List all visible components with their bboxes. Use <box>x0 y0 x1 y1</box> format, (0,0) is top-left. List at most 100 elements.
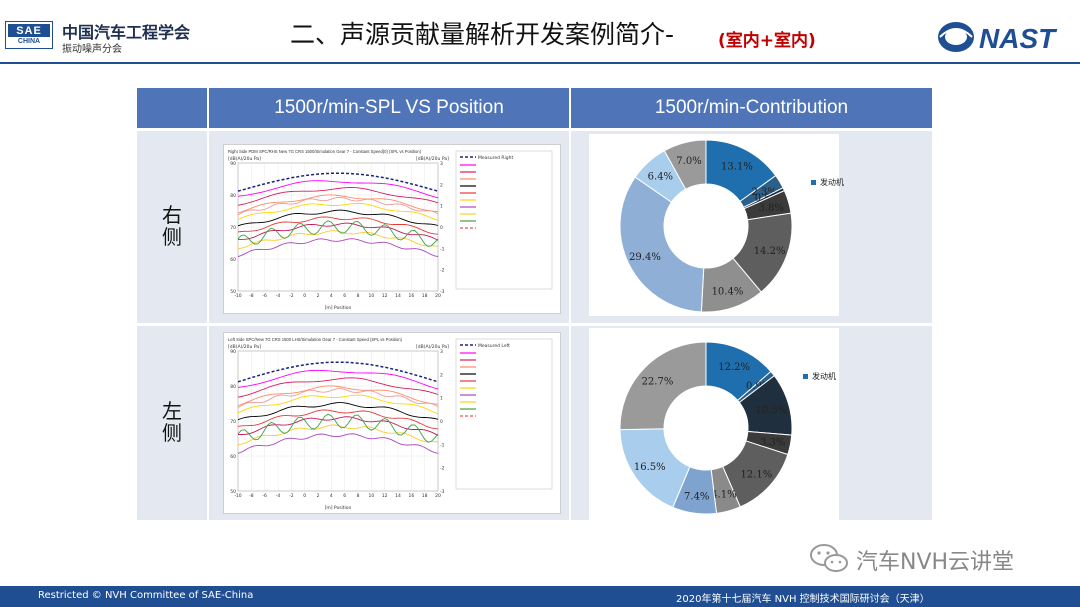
spl-curve <box>237 194 439 214</box>
y2-tick-label: 3 <box>440 349 443 355</box>
donut-slice-label: 10.4% <box>712 287 744 298</box>
legend-label-measured: Measured Left <box>478 343 510 349</box>
y-tick-label: 80 <box>230 384 236 390</box>
legend-swatch <box>803 374 808 379</box>
spl-curve <box>237 433 439 454</box>
spl-curve <box>237 202 439 221</box>
y2-tick-label: 0 <box>440 419 443 425</box>
donut-slice <box>663 139 707 190</box>
x-tick-label: 14 <box>395 493 401 499</box>
y2-tick-label: -3 <box>440 489 445 495</box>
spl-curve <box>237 196 439 216</box>
donut-slice-label: 3.3% <box>760 437 785 448</box>
legend-swatch <box>811 180 816 185</box>
donut-slice-label: 7.4% <box>684 491 709 502</box>
donut-slice-label: 6.4% <box>648 172 673 183</box>
donut-slice-label: 29.4% <box>629 252 661 263</box>
y2-tick-label: 0 <box>440 225 443 231</box>
x-tick-label: 0 <box>303 293 306 299</box>
x-tick-label: 18 <box>422 293 428 299</box>
legend-label-measured: Measured Right <box>478 155 513 161</box>
plot-title: Left Side SPC/New 7G CRS 1500 LHS/Simula… <box>228 337 403 342</box>
row-divider <box>137 128 932 131</box>
spl-curve <box>237 238 439 258</box>
spl-curve <box>237 409 439 430</box>
x-tick-label: 10 <box>368 293 374 299</box>
spl-curve <box>237 230 439 249</box>
y2-tick-label: 2 <box>440 182 443 188</box>
header-cell-spl-vs-position: 1500r/min-SPL VS Position <box>209 88 569 128</box>
x-axis-label: [m] Position <box>325 505 352 511</box>
donut-legend-right: 发动机 <box>811 177 844 188</box>
spl-position-plot-left: Left Side SPC/New 7G CRS 1500 LHS/Simula… <box>223 332 561 514</box>
y2-tick-label: 3 <box>440 161 443 167</box>
donut-slice-label: 14.2% <box>754 246 786 257</box>
spl-curve <box>237 180 439 199</box>
spl-curve <box>237 394 439 415</box>
spl-position-plot-svg: Left Side SPC/New 7G CRS 1500 LHS/Simula… <box>228 337 553 511</box>
y-tick-label: 70 <box>230 419 236 425</box>
x-tick-label: 6 <box>343 493 346 499</box>
contribution-donut-left: 12.2% 0.9% 10.5% 3.3% 12.1% 4.1% 7.4% 16.5% 22.7… <box>589 328 839 520</box>
spl-curve <box>238 416 439 436</box>
y2-tick-label: -2 <box>440 268 445 274</box>
spl-curve <box>238 222 439 241</box>
y-tick-label: 90 <box>230 161 236 167</box>
y-tick-label: 90 <box>230 349 236 355</box>
sae-china-logo: SAE CHINA <box>5 21 53 49</box>
slide-footer: Restricted © NVH Committee of SAE-China … <box>0 586 1080 607</box>
y-tick-label: 60 <box>230 454 236 460</box>
y2-tick-label: -1 <box>440 246 445 252</box>
donut-slice-label: 3.8% <box>759 203 784 214</box>
donut-slice-label: 0.9% <box>746 381 771 392</box>
footer-copyright: Restricted © NVH Committee of SAE-China <box>38 590 254 601</box>
y2-tick-label: 1 <box>440 204 443 210</box>
plot-legend <box>455 338 553 490</box>
x-tick-label: -2 <box>289 493 294 499</box>
x-tick-label: 6 <box>343 293 346 299</box>
header-cell-empty <box>137 88 207 128</box>
spl-curve <box>237 377 439 398</box>
nast-logo-text: NAST <box>979 23 1058 54</box>
donut-slice-label: 12.2% <box>718 362 750 373</box>
watermark-text: 汽车NVH云讲堂 <box>856 550 1015 575</box>
y2-tick-label: 2 <box>440 372 443 378</box>
y2-tick-label: 1 <box>440 396 443 402</box>
x-tick-label: 12 <box>382 493 388 499</box>
donut-slice-label: 4.1% <box>711 490 736 501</box>
plot-unit-right: [dB(A)/20u Pa] <box>416 156 449 162</box>
nast-logo: NAST <box>938 22 1058 54</box>
donut-slice-label: 7.0% <box>676 156 701 167</box>
x-tick-label: 8 <box>357 493 360 499</box>
x-tick-label: -6 <box>262 493 267 499</box>
donut-slice <box>619 341 707 431</box>
wechat-icon <box>810 544 848 572</box>
spl-curve <box>237 385 439 407</box>
slide-title-accent: (室内+室内) <box>718 31 816 51</box>
x-tick-label: 10 <box>368 493 374 499</box>
x-tick-label: 20 <box>435 293 441 299</box>
spl-curve <box>237 369 439 390</box>
donut-chart-svg: 12.2% 0.9% 10.5% 3.3% 12.1% 4.1%7.4% 16.5% 22.7… <box>619 341 793 515</box>
plot-legend <box>455 150 553 290</box>
x-tick-label: 0 <box>303 493 306 499</box>
header-divider <box>0 62 1080 64</box>
slide-title: 二、声源贡献量解析开发案例简介- <box>290 20 675 49</box>
spl-curve <box>237 424 439 445</box>
x-tick-label: 20 <box>435 493 441 499</box>
column-divider <box>207 88 209 520</box>
x-tick-label: 4 <box>330 493 333 499</box>
x-tick-label: 2 <box>317 293 320 299</box>
org-name: 中国汽车工程学会 <box>62 23 191 42</box>
spl-curve <box>237 388 439 409</box>
x-tick-label: 14 <box>395 293 401 299</box>
y2-tick-label: -3 <box>440 289 445 295</box>
y2-tick-label: -2 <box>440 466 445 472</box>
x-tick-label: -4 <box>276 293 281 299</box>
x-tick-label: -10 <box>234 493 241 499</box>
comparison-table: 1500r/min-SPL VS Position 1500r/min-Cont… <box>137 88 932 520</box>
row-label-right: 右 侧 <box>162 203 182 249</box>
spl-position-plot-svg: Right Side PDM SPC/RHS New 7G CRS 1500/S… <box>228 149 553 311</box>
donut-slice-label: 10.5% <box>755 405 787 416</box>
donut-slice-label: 12.1% <box>740 470 772 481</box>
